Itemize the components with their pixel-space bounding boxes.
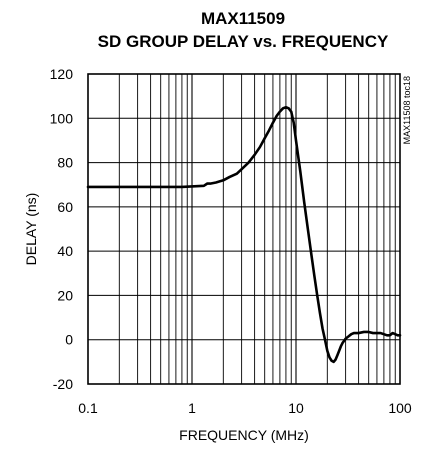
y-tick-label: 20 bbox=[57, 287, 73, 303]
series-line bbox=[86, 105, 402, 364]
x-tick-label: 100 bbox=[388, 400, 412, 416]
x-tick-label: 0.1 bbox=[78, 400, 98, 416]
chart-subtitle: SD GROUP DELAY vs. FREQUENCY bbox=[98, 32, 389, 51]
plot-frame bbox=[87, 73, 401, 385]
chart-title: MAX11509 bbox=[201, 9, 285, 28]
y-tick-label: 60 bbox=[57, 199, 73, 215]
y-tick-label: -20 bbox=[53, 376, 73, 392]
figure-code: MAX11508 toc18 bbox=[402, 76, 412, 144]
y-tick-label: 80 bbox=[57, 155, 73, 171]
x-tick-label: 10 bbox=[288, 400, 304, 416]
y-tick-label: 100 bbox=[50, 110, 74, 126]
tick-labels: 0.1 1 10 100 -20 0 20 40 60 80 100 120 bbox=[50, 66, 412, 416]
y-tick-label: 40 bbox=[57, 243, 73, 259]
y-tick-label: 0 bbox=[65, 332, 73, 348]
x-tick-label: 1 bbox=[188, 400, 196, 416]
x-axis-label: FREQUENCY (MHz) bbox=[179, 427, 309, 443]
grid bbox=[88, 74, 400, 384]
y-axis-label: DELAY (ns) bbox=[23, 193, 39, 266]
y-tick-label: 120 bbox=[50, 66, 74, 82]
